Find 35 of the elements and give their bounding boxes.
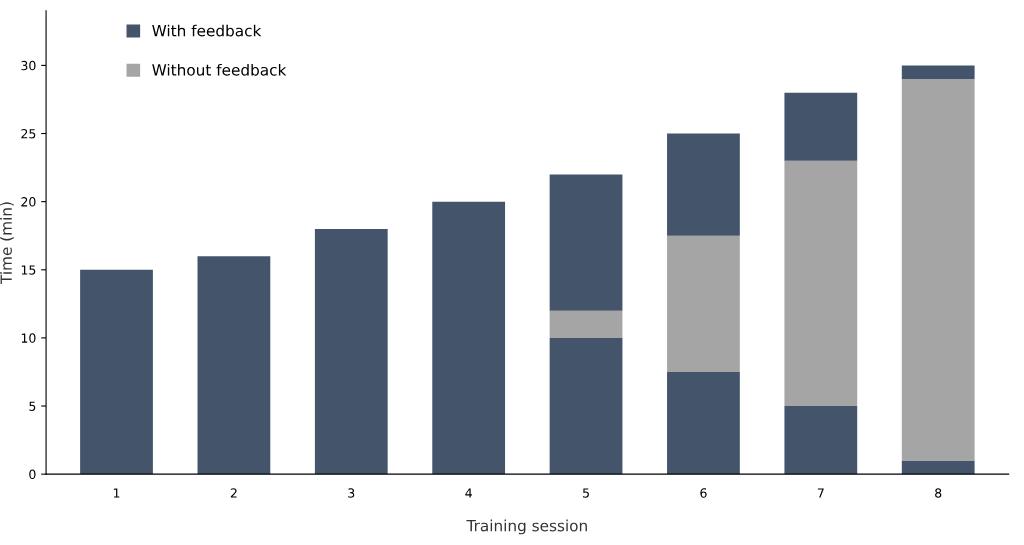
y-tick-label: 25 xyxy=(21,129,36,139)
y-tick-label: 20 xyxy=(21,197,36,207)
bar xyxy=(80,269,153,475)
y-tick-label: 10 xyxy=(21,333,36,343)
legend-label: With feedback xyxy=(152,24,262,37)
legend-label: Without feedback xyxy=(152,63,287,76)
bar xyxy=(901,65,975,80)
y-axis-title: Time (min) xyxy=(0,202,14,285)
bar xyxy=(432,201,506,475)
bar xyxy=(667,371,740,475)
bar xyxy=(784,92,858,161)
bar xyxy=(667,133,740,236)
bar xyxy=(784,406,858,475)
y-tick-label: 5 xyxy=(29,401,36,411)
bar xyxy=(549,337,623,475)
bar xyxy=(549,310,623,338)
x-tick-label: 1 xyxy=(113,488,120,498)
x-axis-title: Training session xyxy=(466,519,587,535)
x-tick-label: 5 xyxy=(583,488,589,498)
bar xyxy=(549,174,623,311)
x-tick-label: 6 xyxy=(700,488,707,498)
y-tick-label: 0 xyxy=(29,469,36,480)
x-tick-label: 2 xyxy=(230,488,237,498)
x-tick-label: 4 xyxy=(465,488,472,498)
x-tick-label: 7 xyxy=(817,488,824,498)
x-tick-label: 3 xyxy=(348,488,355,498)
bar xyxy=(667,235,740,372)
x-tick-label: 8 xyxy=(935,488,942,498)
bar xyxy=(784,160,858,407)
y-tick-label: 30 xyxy=(21,60,36,71)
bar xyxy=(901,79,975,461)
bar xyxy=(197,256,271,475)
bar xyxy=(314,228,388,475)
bar xyxy=(901,460,975,475)
y-tick-label: 15 xyxy=(21,265,36,275)
